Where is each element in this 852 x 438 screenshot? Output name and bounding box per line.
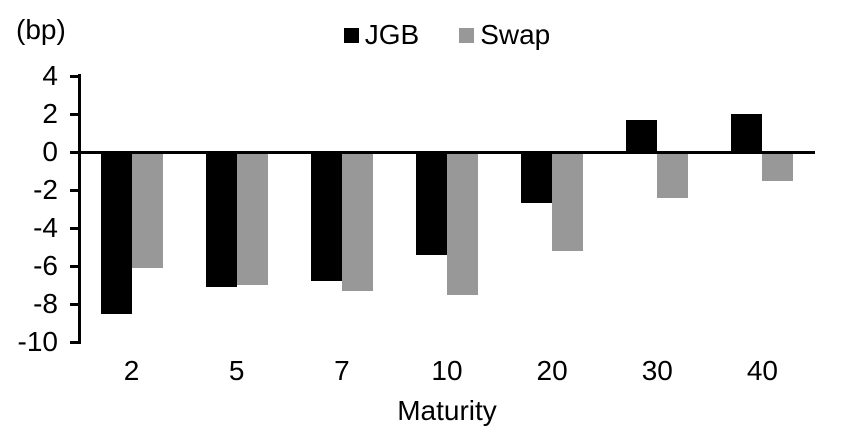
bar-jgb-2	[100, 152, 132, 314]
y-axis-line	[78, 74, 81, 344]
y-tick-label: 0	[42, 136, 58, 167]
x-tick-label-2: 2	[123, 355, 140, 386]
bar-swap-2	[131, 152, 163, 268]
x-tick-label-20: 20	[536, 355, 568, 386]
bar-jgb-40	[731, 114, 763, 153]
y-axis-tick	[70, 226, 78, 230]
y-axis-tick	[70, 264, 78, 268]
y-tick-label: 2	[42, 98, 58, 129]
bar-jgb-20	[521, 152, 553, 204]
x-tick-label-10: 10	[431, 355, 463, 386]
y-axis-tick	[70, 150, 78, 154]
y-tick-label: -6	[33, 250, 58, 281]
y-tick-label: -8	[33, 288, 58, 319]
y-axis-tick	[70, 112, 78, 116]
bar-swap-5	[236, 152, 268, 285]
bar-swap-20	[552, 152, 584, 251]
legend: JGB Swap	[79, 20, 815, 50]
y-tick-label: -4	[33, 212, 58, 243]
legend-swatch-jgb	[343, 27, 359, 43]
x-axis-title: Maturity	[397, 395, 497, 426]
y-tick-label: -2	[33, 174, 58, 205]
x-tick-label-5: 5	[228, 355, 245, 386]
bar-jgb-30	[626, 119, 658, 153]
bar-swap-7	[341, 152, 373, 291]
bar-swap-40	[762, 152, 794, 181]
x-tick-label-40: 40	[746, 355, 778, 386]
y-axis-tick	[70, 340, 78, 344]
x-tick-label-7: 7	[334, 355, 350, 386]
y-tick-label: -10	[17, 326, 58, 357]
y-axis-tick	[70, 302, 78, 306]
bar-swap-30	[657, 152, 689, 198]
bar-jgb-10	[416, 152, 447, 255]
bar-jgb-7	[310, 152, 342, 282]
zero-line	[78, 150, 815, 154]
y-tick-label: 4	[42, 60, 58, 91]
y-axis-tick	[70, 74, 78, 78]
bar-swap-10	[447, 152, 478, 295]
bar-jgb-5	[205, 152, 237, 287]
legend-label-jgb: JGB	[364, 19, 420, 50]
x-tick-label-30: 30	[641, 355, 673, 386]
legend-swatch-swap	[459, 27, 475, 43]
legend-item-swap: Swap	[459, 20, 550, 50]
y-axis-tick	[70, 188, 78, 192]
legend-item-jgb: JGB	[343, 19, 420, 50]
legend-label-swap: Swap	[480, 19, 551, 50]
y-axis-unit-label: (bp)	[16, 14, 66, 45]
